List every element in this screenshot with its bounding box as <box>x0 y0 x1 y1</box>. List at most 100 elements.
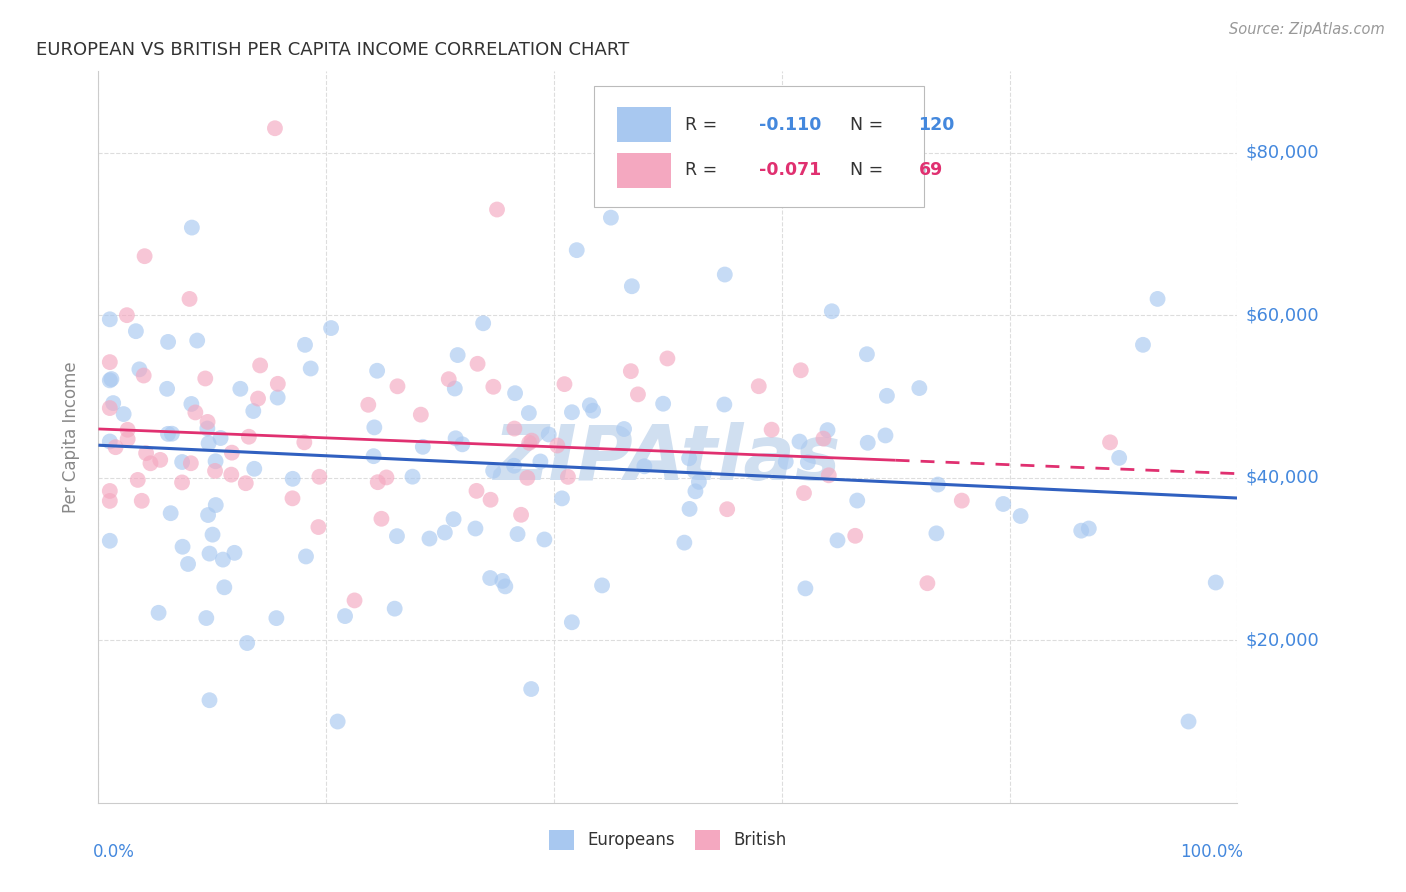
Text: R =: R = <box>685 116 723 134</box>
Text: -0.110: -0.110 <box>759 116 821 134</box>
Point <box>307 520 329 534</box>
Point <box>491 574 513 588</box>
Text: 69: 69 <box>918 161 942 179</box>
Point <box>103 396 125 410</box>
Point <box>817 468 839 483</box>
Point <box>620 279 643 293</box>
Point <box>299 361 322 376</box>
Point <box>827 533 849 548</box>
Point <box>172 540 194 554</box>
Point <box>98 483 121 498</box>
Point <box>363 420 385 434</box>
Point <box>242 404 264 418</box>
Point <box>790 363 813 377</box>
Point <box>1108 450 1130 465</box>
Point <box>264 121 287 136</box>
Point <box>401 469 423 483</box>
Point <box>98 533 121 548</box>
Point <box>479 571 502 585</box>
Point <box>127 473 149 487</box>
Point <box>907 161 929 176</box>
Point <box>186 334 208 348</box>
Point <box>148 606 170 620</box>
Point <box>132 368 155 383</box>
Point <box>134 249 156 263</box>
Point <box>194 371 217 385</box>
Point <box>98 401 121 415</box>
Point <box>235 476 257 491</box>
Point <box>267 376 290 391</box>
Point <box>443 382 465 396</box>
Point <box>172 455 194 469</box>
Text: 100.0%: 100.0% <box>1180 843 1243 861</box>
Point <box>591 578 613 592</box>
Point <box>579 398 602 412</box>
Point <box>418 532 440 546</box>
Point <box>238 430 260 444</box>
Point <box>156 426 179 441</box>
Point <box>209 431 232 445</box>
Point <box>517 435 540 450</box>
Point <box>813 432 835 446</box>
Point <box>343 593 366 607</box>
Point <box>98 494 121 508</box>
Point <box>673 535 696 549</box>
Point <box>387 379 409 393</box>
Point <box>197 436 219 450</box>
Text: $60,000: $60,000 <box>1246 306 1319 324</box>
Point <box>115 308 138 322</box>
Point <box>195 611 218 625</box>
Point <box>319 321 342 335</box>
Point <box>486 202 509 217</box>
Point <box>613 422 636 436</box>
Point <box>204 498 226 512</box>
Point <box>131 493 153 508</box>
Point <box>927 477 949 491</box>
Point <box>98 355 121 369</box>
Point <box>520 681 543 696</box>
Point <box>678 451 700 466</box>
Point <box>775 455 797 469</box>
Text: N =: N = <box>851 161 889 179</box>
Text: $40,000: $40,000 <box>1246 468 1319 487</box>
Point <box>503 458 526 473</box>
Point <box>443 512 465 526</box>
Point <box>180 456 202 470</box>
Point <box>494 579 516 593</box>
Point <box>464 521 486 535</box>
Point <box>184 405 207 419</box>
Point <box>447 348 470 362</box>
Point <box>620 364 643 378</box>
Point <box>437 372 460 386</box>
Point <box>546 438 568 452</box>
Bar <box>617 107 671 143</box>
Point <box>247 392 270 406</box>
Point <box>179 292 201 306</box>
Point <box>214 580 236 594</box>
Point <box>846 493 869 508</box>
Point <box>236 636 259 650</box>
Text: -0.071: -0.071 <box>759 161 821 179</box>
Point <box>281 472 304 486</box>
Point <box>520 434 543 448</box>
Point <box>716 502 738 516</box>
Point <box>472 316 495 330</box>
Point <box>156 382 179 396</box>
Point <box>506 527 529 541</box>
Point <box>249 359 271 373</box>
Point <box>551 491 574 506</box>
Point <box>856 347 879 361</box>
Text: N =: N = <box>851 116 889 134</box>
Point <box>112 407 135 421</box>
Point <box>561 405 583 419</box>
Point <box>467 357 489 371</box>
Text: ZIPAtlas: ZIPAtlas <box>494 422 842 496</box>
Point <box>1177 714 1199 729</box>
Point <box>1132 338 1154 352</box>
Point <box>266 391 288 405</box>
Point <box>128 362 150 376</box>
Point <box>678 502 700 516</box>
Point <box>135 446 157 460</box>
Bar <box>617 153 671 187</box>
Point <box>748 379 770 393</box>
